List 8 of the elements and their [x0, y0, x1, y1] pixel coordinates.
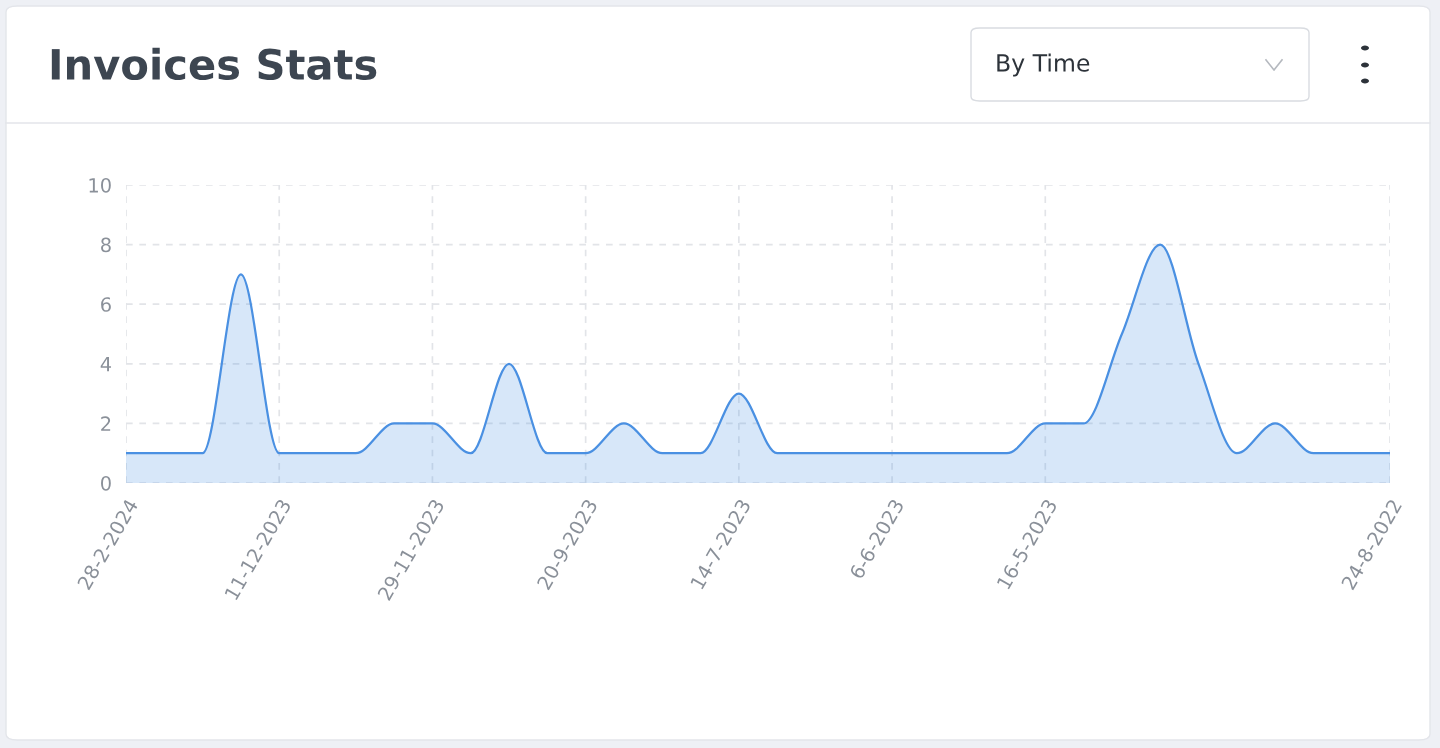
y-tick-label: 6 [101, 297, 111, 312]
y-tick-label: 10 [89, 177, 111, 193]
text: By Time [997, 53, 1090, 77]
y-tick-label: 8 [101, 237, 111, 253]
y-tick-label: 4 [100, 357, 112, 372]
chart-title: Invoices Stats [51, 47, 377, 81]
y-tick-label: 2 [101, 416, 111, 431]
y-tick-label: 0 [101, 475, 111, 491]
